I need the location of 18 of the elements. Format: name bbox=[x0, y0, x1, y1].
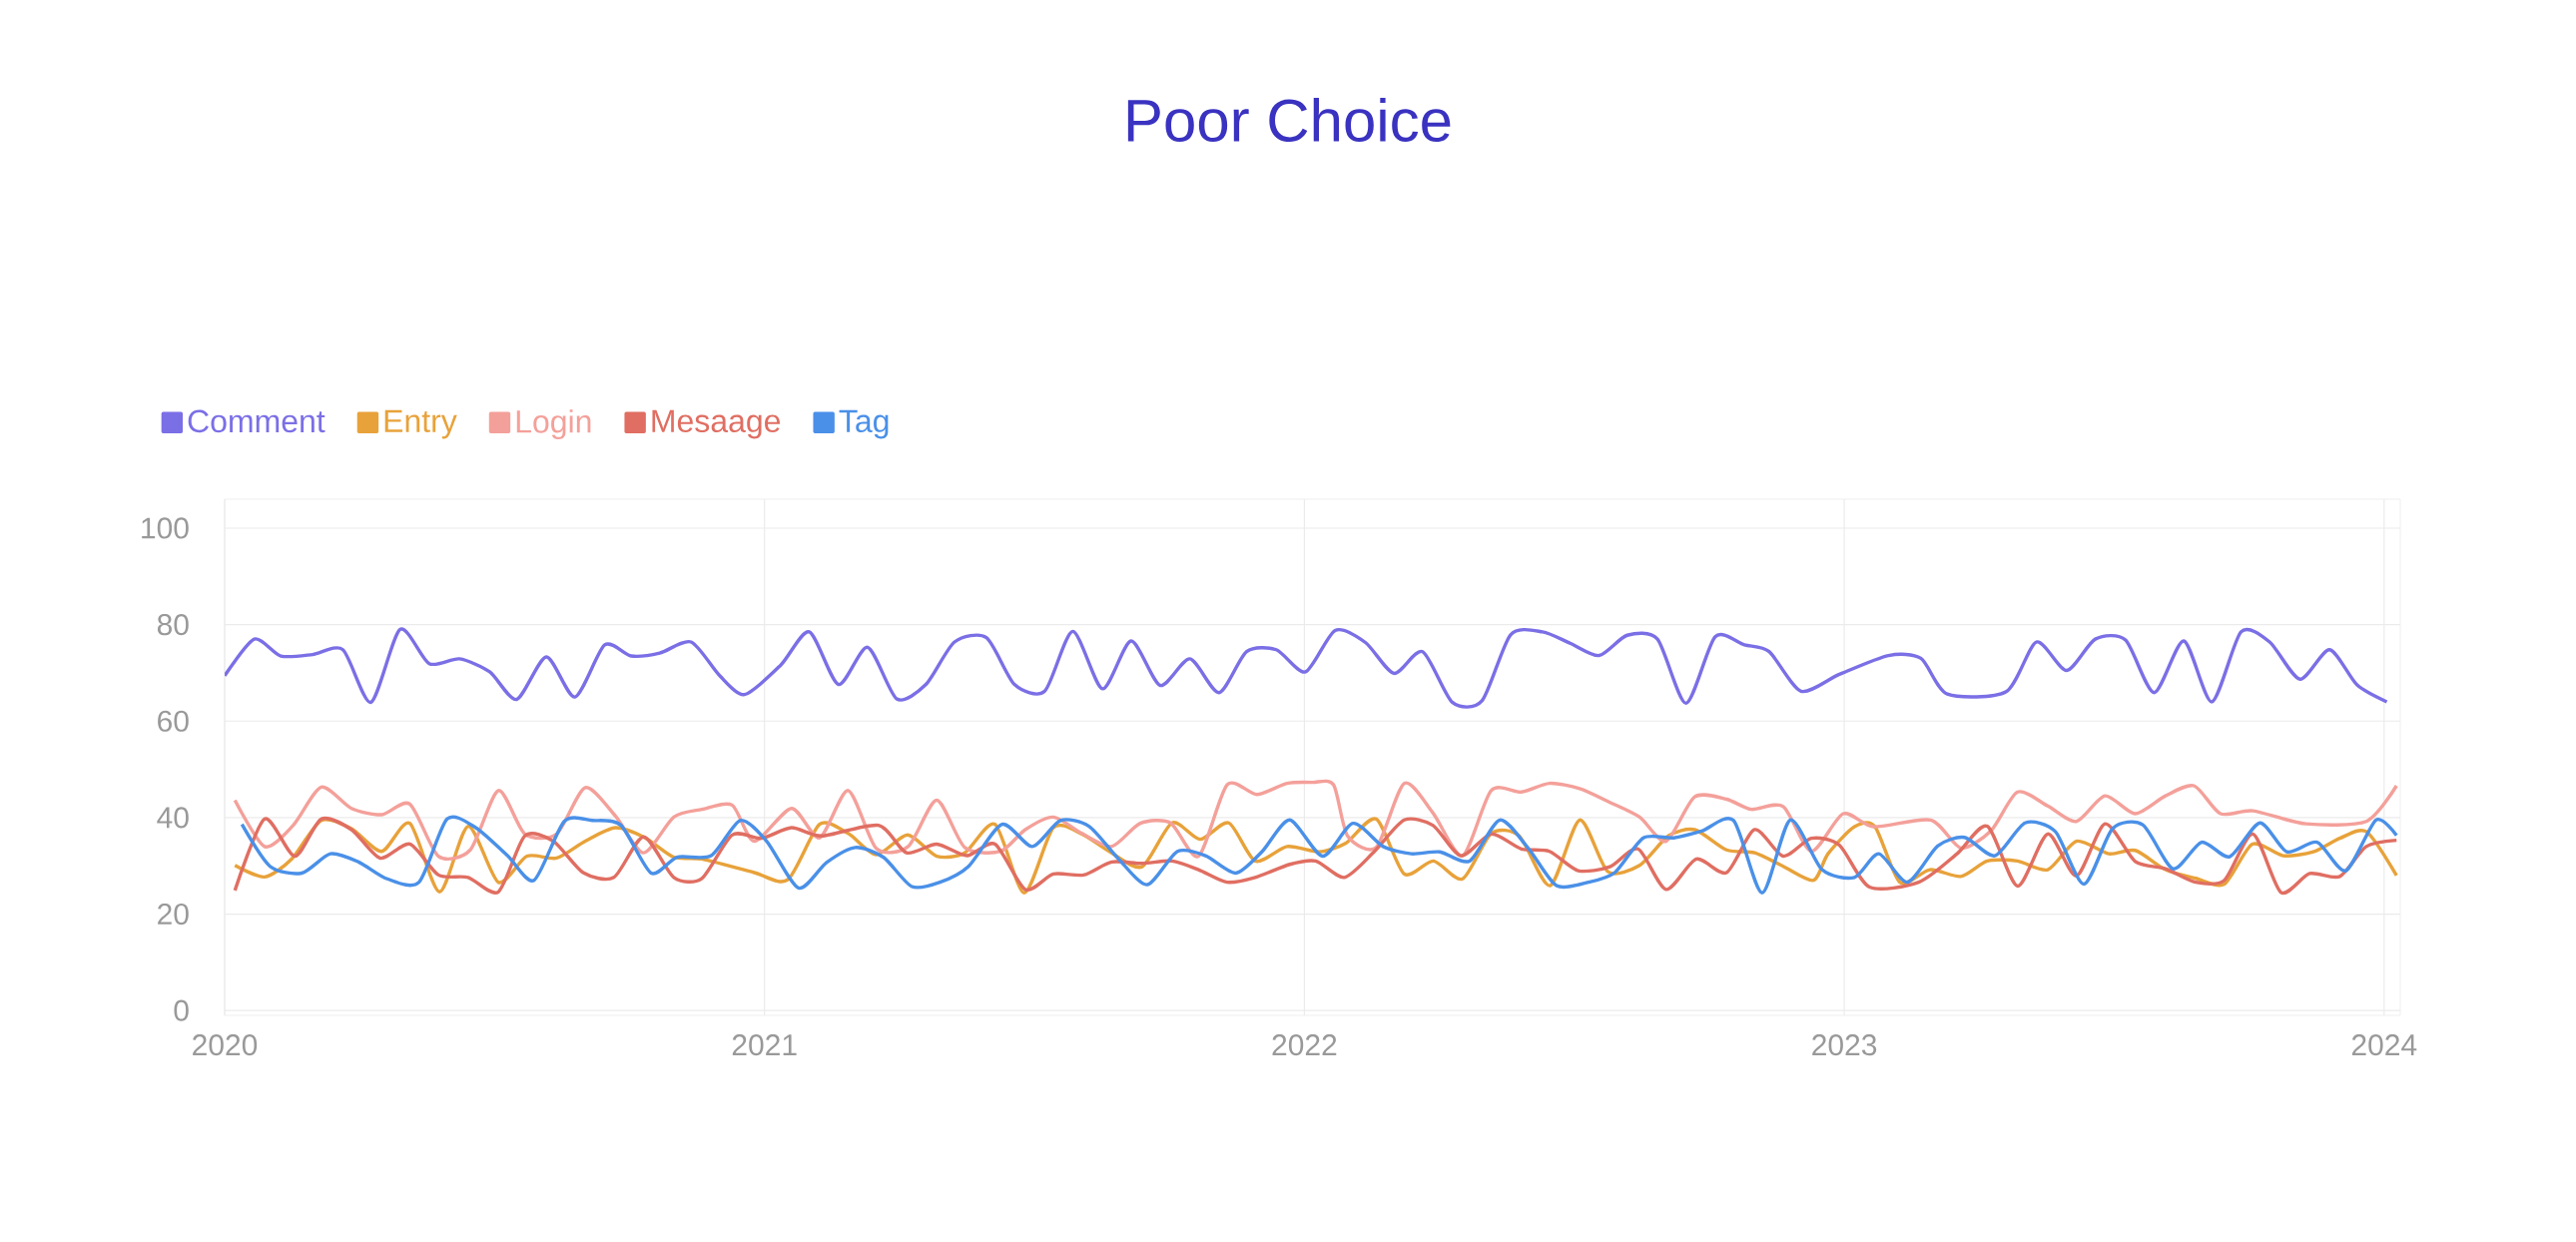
legend-label: Comment bbox=[188, 409, 325, 433]
y-tick-label: 20 bbox=[158, 903, 189, 926]
legend-label: Mesaage bbox=[652, 409, 781, 439]
line-series bbox=[233, 779, 2398, 860]
x-tick-label: 2022 bbox=[1272, 1034, 1337, 1056]
x-tick-label: 2020 bbox=[193, 1034, 258, 1056]
y-tick-label: 100 bbox=[142, 517, 189, 539]
y-tick-label: 80 bbox=[157, 614, 189, 636]
x-tick-label: 2024 bbox=[2351, 1034, 2417, 1056]
y-tick-label: 40 bbox=[157, 807, 189, 829]
legend-label: Entry bbox=[384, 409, 457, 439]
legend-label: Login bbox=[516, 409, 591, 439]
x-tick-label: 2021 bbox=[732, 1034, 797, 1056]
legend-label: Tag bbox=[839, 409, 889, 439]
y-tick-label: 60 bbox=[158, 710, 189, 732]
x-tick-label: 2023 bbox=[1812, 1034, 1877, 1056]
y-tick-label: 0 bbox=[174, 999, 189, 1021]
chart-title: Poor Choice bbox=[1127, 97, 1451, 143]
